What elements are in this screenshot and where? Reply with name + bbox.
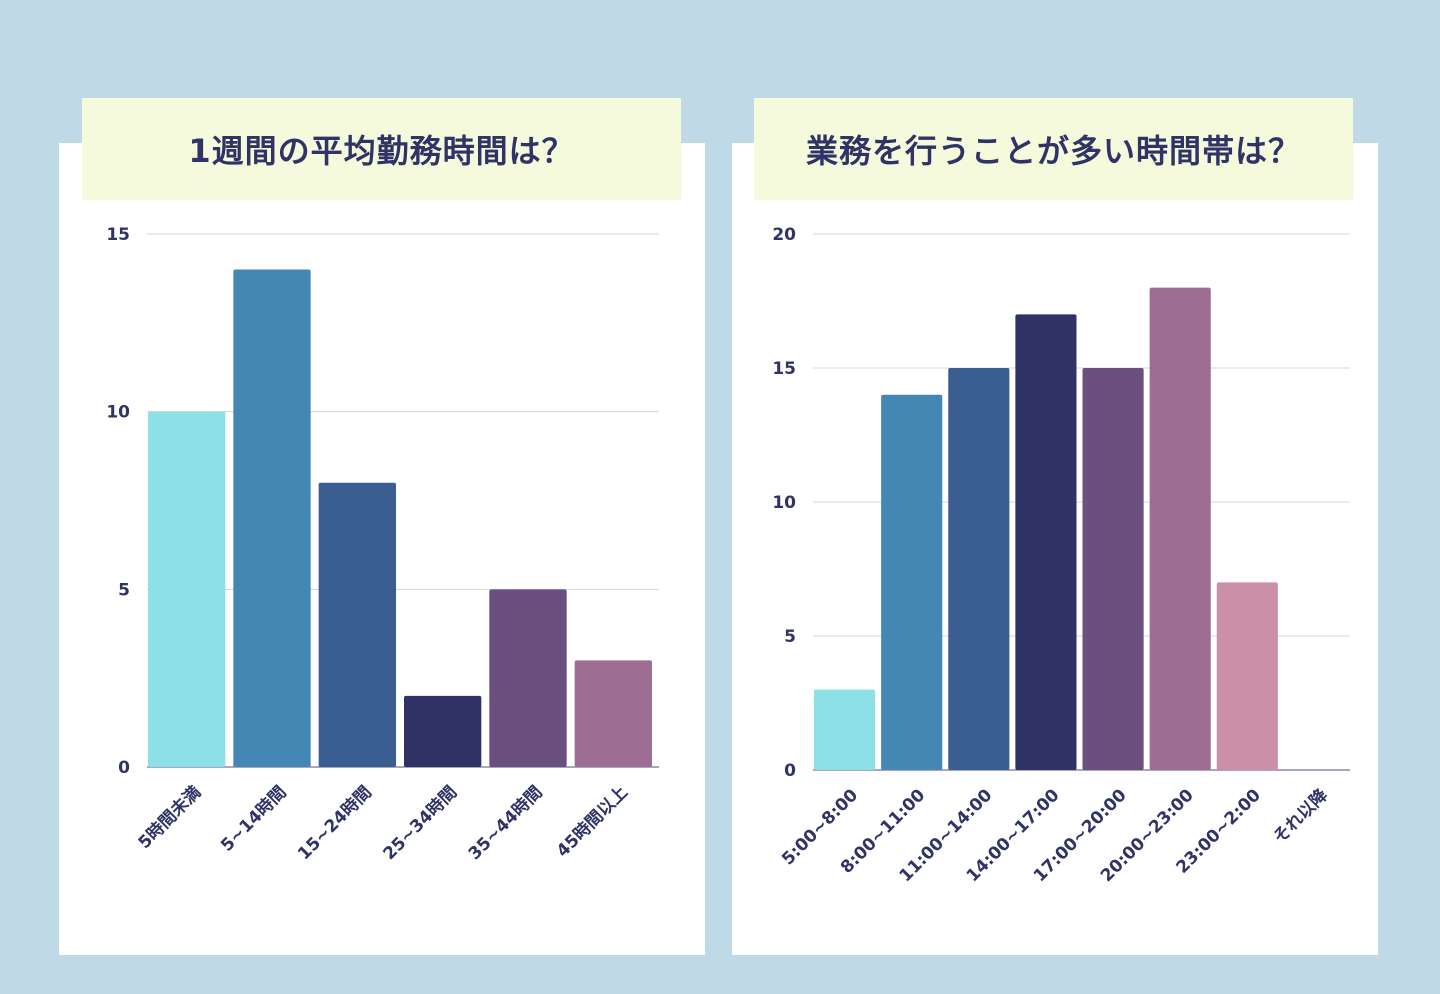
left-y-tick-label: 10 bbox=[106, 403, 130, 423]
left-bar-4 bbox=[404, 695, 482, 767]
right-bar-7 bbox=[1216, 582, 1278, 770]
right-y-tick-label: 0 bbox=[784, 761, 796, 781]
right-y-tick-label: 5 bbox=[784, 627, 796, 647]
right-chart-title: 業務を行うことが多い時間帯は？ bbox=[754, 98, 1353, 200]
right-chart-title-text: 業務を行うことが多い時間帯は？ bbox=[805, 132, 1301, 170]
left-y-tick-label: 0 bbox=[118, 758, 130, 778]
left-bar-3 bbox=[318, 482, 396, 767]
right-bar-1 bbox=[814, 689, 876, 770]
left-y-tick-label: 5 bbox=[118, 580, 130, 600]
left-chart-title: 1週間の平均勤務時間は？ bbox=[82, 98, 681, 200]
right-category-label: それ以降 bbox=[1269, 784, 1333, 848]
right-bar-6 bbox=[1149, 287, 1211, 770]
left-chart-title-text: 1週間の平均勤務時間は？ bbox=[188, 132, 575, 170]
left-bar-2 bbox=[233, 269, 311, 767]
right-bar-4 bbox=[1015, 314, 1077, 770]
left-bar-6 bbox=[574, 660, 652, 767]
right-y-tick-label: 15 bbox=[772, 359, 796, 379]
left-y-tick-label: 15 bbox=[106, 225, 130, 245]
left-category-label: 35~44時間 bbox=[464, 782, 546, 864]
right-bar-2 bbox=[881, 394, 943, 770]
left-category-label: 25~34時間 bbox=[379, 782, 461, 864]
right-bar-5 bbox=[1082, 368, 1144, 770]
left-category-label: 5~14時間 bbox=[216, 782, 290, 856]
left-bar-5 bbox=[489, 589, 567, 767]
left-category-label: 5時間未満 bbox=[134, 782, 205, 853]
left-bar-1 bbox=[148, 411, 226, 767]
left-category-label: 45時間以上 bbox=[552, 782, 632, 862]
right-y-tick-label: 10 bbox=[772, 493, 796, 513]
left-category-label: 15~24時間 bbox=[293, 782, 375, 864]
right-bar-3 bbox=[948, 368, 1010, 770]
right-y-tick-label: 20 bbox=[772, 225, 796, 245]
